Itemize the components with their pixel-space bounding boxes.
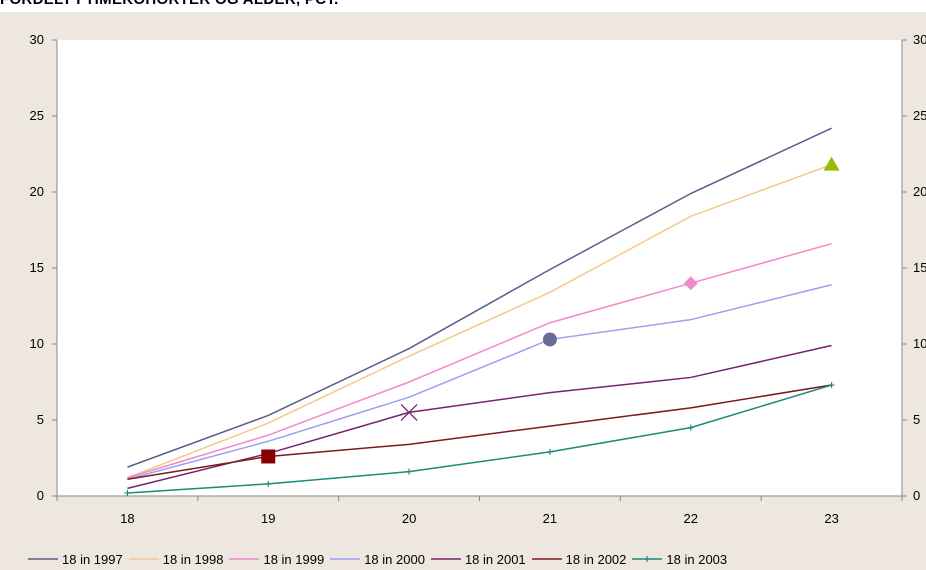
series-point-marker — [406, 468, 413, 475]
legend-swatch — [430, 553, 461, 565]
page-title: FORDELT I TIMEKOHORTER OG ALDER, PCT. — [0, 0, 339, 8]
series-line — [127, 242, 832, 479]
square-marker — [261, 449, 276, 464]
x-tick-label: 22 — [684, 511, 698, 526]
legend-swatch — [28, 553, 58, 565]
legend-label: 18 in 2003 — [666, 551, 728, 567]
x-tick-label: 23 — [824, 511, 838, 526]
x-tick-label: 20 — [402, 511, 416, 526]
legend-label: 18 in 1999 — [263, 551, 325, 567]
series-line — [127, 384, 832, 481]
y2-tick-label: 10 — [913, 336, 926, 351]
y2-tick-label: 30 — [913, 32, 926, 47]
y2-tick-label: 15 — [913, 260, 926, 275]
x-marker — [400, 403, 418, 421]
y2-tick-label: 0 — [913, 488, 920, 503]
series-line — [127, 344, 832, 490]
triangle-marker — [823, 156, 840, 171]
legend-swatch — [229, 553, 260, 565]
series-point-marker — [687, 424, 694, 431]
series-line — [127, 283, 832, 481]
series-point-marker — [124, 489, 131, 496]
y-tick-label: 10 — [30, 336, 44, 351]
legend-swatch — [632, 553, 663, 565]
legend-item: 18 in 1997 — [28, 552, 123, 567]
legend-item: 18 in 2001 — [430, 551, 526, 567]
series-line — [127, 163, 832, 479]
line-chart: 0 0 5 5 10 10 15 15 20 20 25 25 30 30 18 19 20 21 22 23 — [30, 32, 926, 526]
legend-item: 18 in 2003 — [632, 552, 727, 567]
series-line — [127, 127, 832, 468]
y2-tick-label: 25 — [913, 108, 926, 123]
y-tick-label: 25 — [30, 108, 44, 123]
series-point-marker — [546, 448, 553, 455]
y-tick-label: 5 — [37, 412, 44, 427]
legend-label: 18 in 1997 — [62, 551, 123, 567]
y-tick-label: 0 — [37, 488, 44, 503]
legend-swatch — [128, 553, 159, 565]
diamond-marker — [683, 276, 698, 291]
legend-label: 18 in 2001 — [464, 551, 526, 567]
x-tick-label: 19 — [261, 511, 275, 526]
y2-tick-label: 5 — [913, 412, 920, 427]
x-tick-label: 21 — [543, 511, 557, 526]
y-tick-label: 20 — [30, 184, 44, 199]
legend-item: 18 in 1998 — [128, 551, 224, 567]
legend-item: 18 in 2000 — [330, 552, 425, 567]
y-tick-label: 15 — [30, 260, 44, 275]
legend-item: 18 in 1999 — [229, 552, 324, 567]
legend-label: 18 in 2002 — [565, 551, 627, 567]
legend-swatch — [330, 553, 361, 565]
series-point-marker — [265, 480, 272, 487]
chart-legend: 18 in 1997 18 in 1998 18 in 1999 18 in 2000… — [28, 548, 733, 570]
y2-tick-label: 20 — [913, 184, 926, 199]
circle-marker — [542, 332, 557, 347]
legend-label: 18 in 2000 — [364, 551, 425, 567]
series-line — [127, 384, 832, 494]
series-point-marker — [828, 382, 835, 389]
y-tick-label: 30 — [30, 32, 44, 47]
legend-item: 18 in 2002 — [531, 551, 627, 567]
chart-area: 0 0 5 5 10 10 15 15 20 20 25 25 30 30 18 19 20 21 22 23 — [0, 12, 926, 570]
legend-swatch — [531, 553, 562, 565]
x-tick-label: 18 — [120, 511, 134, 526]
legend-label: 18 in 1998 — [162, 551, 224, 567]
plot-background — [57, 40, 902, 496]
